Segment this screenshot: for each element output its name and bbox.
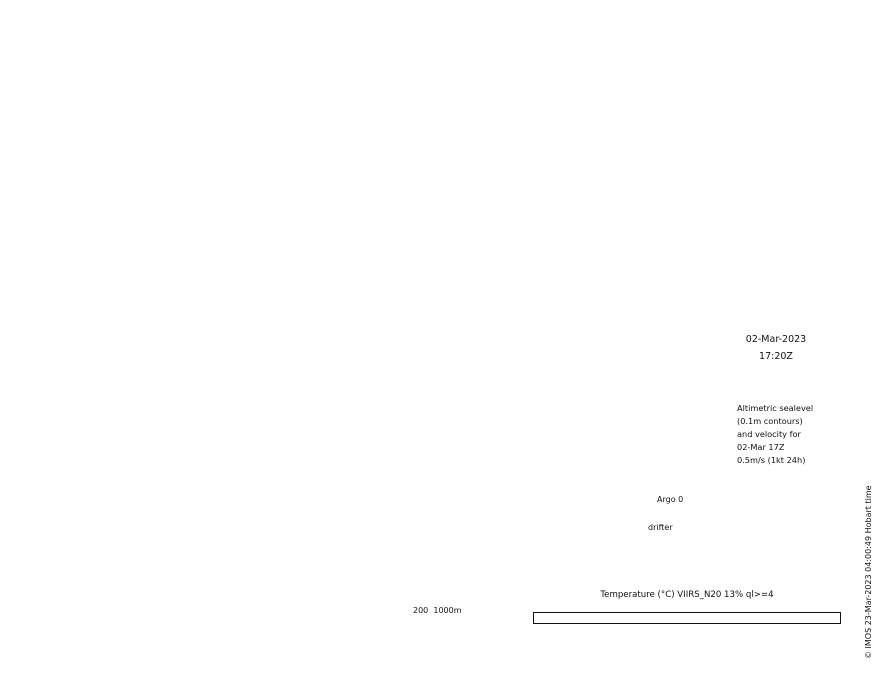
- info-line: Altimetric sealevel: [737, 403, 814, 413]
- drifter-marker-label: drifter: [648, 523, 673, 532]
- map-time: 17:20Z: [759, 351, 793, 362]
- bathymetry-scale-label: 200 1000m: [413, 606, 462, 615]
- map-date: 02-Mar-2023: [745, 334, 807, 345]
- copyright-vertical-text: © IMOS 23-Mar-2023 04:00:49 Hobart time: [864, 485, 873, 659]
- info-line: 02-Mar 17Z: [737, 442, 785, 452]
- info-line: and velocity for: [737, 429, 801, 439]
- info-line: (0.1m contours): [737, 416, 803, 426]
- temperature-colorbar: [533, 612, 841, 624]
- argo-marker-label: Argo 0: [657, 495, 684, 504]
- info-line: 0.5m/s (1kt 24h): [737, 455, 806, 465]
- colorbar-title: Temperature (°C) VIIRS_N20 13% ql>=4: [600, 590, 774, 600]
- altimetry-info-block: Altimetric sealevel (0.1m contours) and …: [737, 402, 813, 467]
